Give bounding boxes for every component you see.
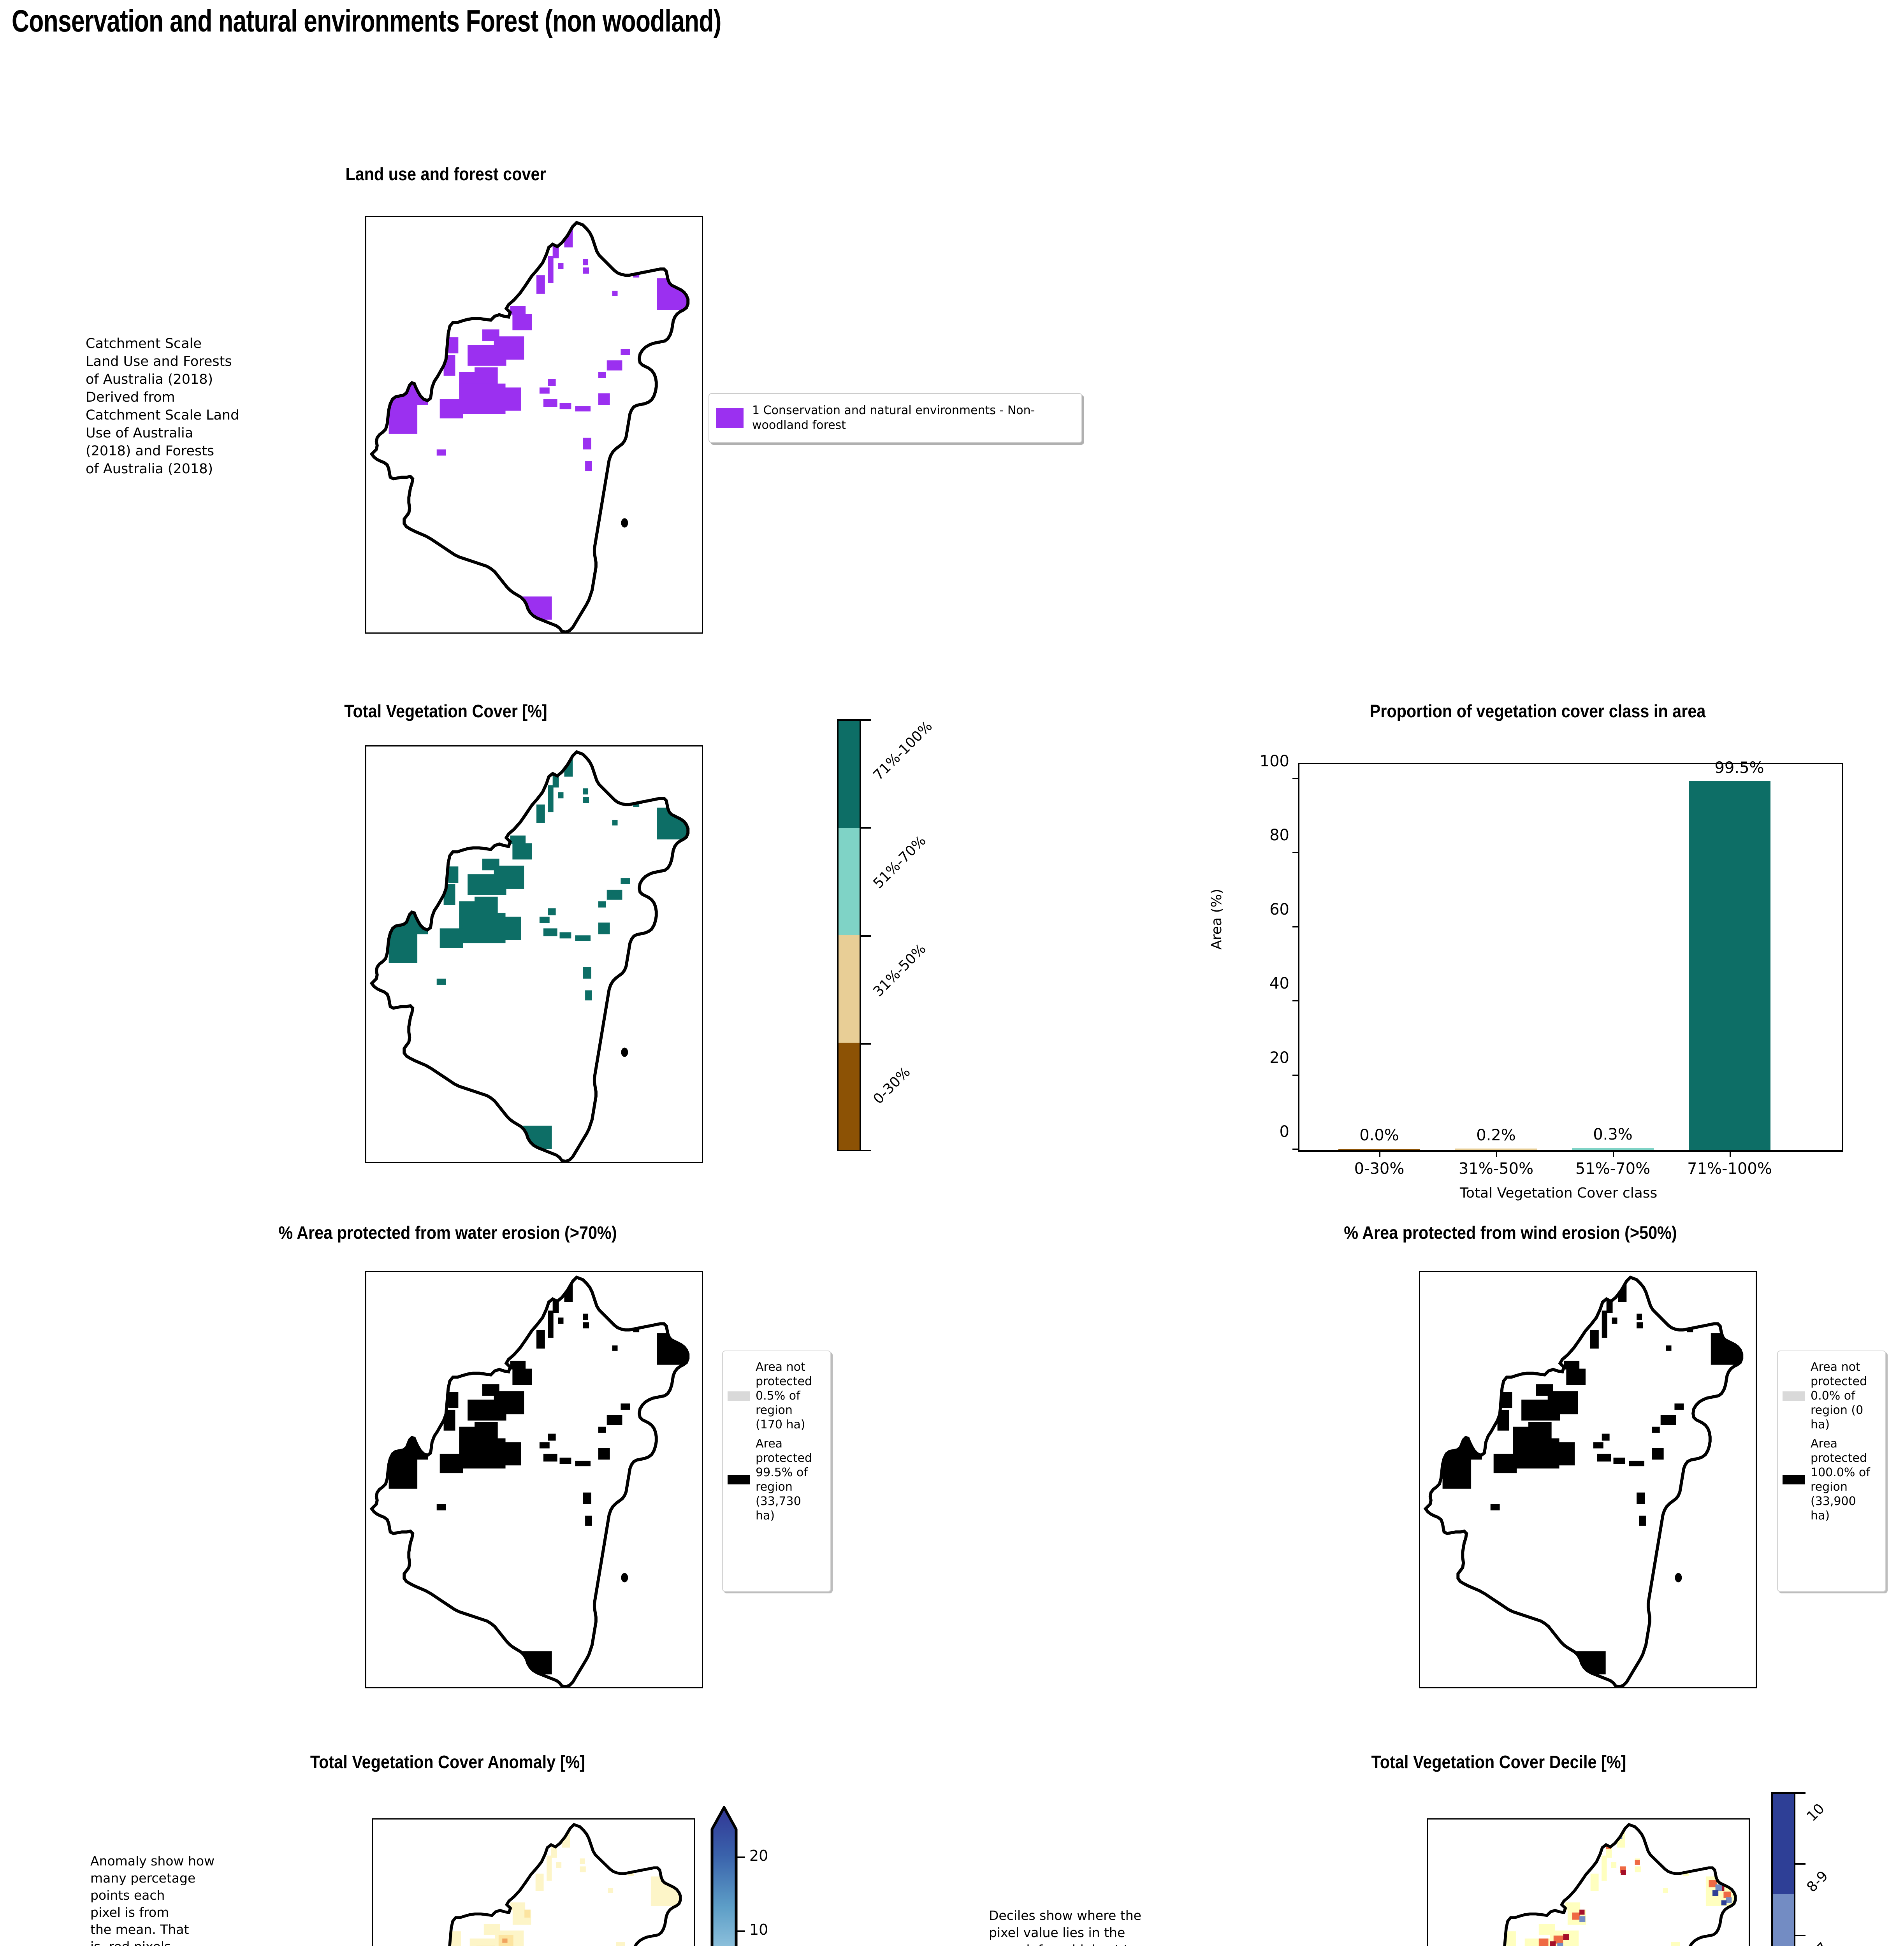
decile-seg-8-9: [1773, 1894, 1794, 1946]
bar-0-30[interactable]: [1338, 1149, 1420, 1150]
wind-erosion-legend-row-not-protected[interactable]: Area not protected 0.0% of region (0 ha): [1783, 1360, 1881, 1432]
protected-swatch: [728, 1475, 750, 1484]
wind-erosion-legend-row-protected[interactable]: Area protected 100.0% of region (33,900 …: [1783, 1437, 1881, 1523]
landuse-caption: Catchment Scale Land Use and Forests of …: [86, 336, 239, 477]
bc-ytick-label-40: 40: [1269, 975, 1289, 992]
water-erosion-legend-row-protected[interactable]: Area protected 99.5% of region (33,730 h…: [728, 1437, 826, 1523]
vegcover-colorbar-strip: [837, 719, 861, 1151]
landuse-panel-title: Land use and forest cover: [345, 164, 546, 184]
decile-cbar-label-10: 10: [1804, 1800, 1828, 1825]
vegcover-cbar-label-31-50: 31%-50%: [870, 941, 929, 1000]
wind-erosion-map[interactable]: [1419, 1271, 1757, 1688]
anomaly-cbar-label-10: 10: [749, 1921, 768, 1938]
bar-51-70[interactable]: [1572, 1148, 1654, 1150]
landuse-legend-swatch: [716, 408, 744, 428]
bar-chart-yaxis-title: Area (%): [1209, 889, 1225, 950]
landuse-pixels: [389, 224, 688, 631]
landuse-legend-label: 1 Conservation and natural environments …: [752, 404, 1035, 432]
vegcover-cbar-label-51-70: 51%-70%: [870, 832, 929, 892]
landuse-map[interactable]: [365, 216, 703, 634]
catchment-boundary: [1503, 1823, 1737, 1946]
not-protected-label: Area not protected 0.5% of region (170 h…: [756, 1360, 812, 1431]
vegcover-cbar-label-71-100: 71%-100%: [870, 718, 936, 783]
proportion-bar-chart[interactable]: 0 20 40 60 80 100 0.0% 0.2% 0.3% 99.5% 0…: [1260, 752, 1843, 1178]
decile-cbar-label-4-7: 4-7: [1804, 1939, 1832, 1946]
bc-ytick-label-0: 0: [1279, 1123, 1289, 1141]
vegcover-seg-0-30: [839, 1042, 860, 1150]
anomaly-pixels: [446, 1826, 680, 1946]
page-title: Conservation and natural environments Fo…: [12, 4, 721, 38]
not-protected-swatch: [1783, 1391, 1805, 1401]
anomaly-colorbar-strip: [710, 1806, 738, 1946]
bc-xtick-label-31-50: 31%-50%: [1458, 1160, 1534, 1178]
proportion-panel-title: Proportion of vegetation cover class in …: [1370, 701, 1706, 721]
protected-label: Area protected 99.5% of region (33,730 h…: [756, 1437, 812, 1523]
bar-71-100[interactable]: [1689, 781, 1770, 1150]
water-erosion-map[interactable]: [365, 1271, 703, 1688]
anomaly-map-svg: [446, 1823, 682, 1946]
decile-colorbar[interactable]: 10 8-9 4-7 2-3 1: [1771, 1792, 1896, 1946]
decile-map[interactable]: [1427, 1818, 1750, 1946]
bc-xtick-label-71-100: 71%-100%: [1687, 1160, 1772, 1178]
bar-value-31-50: 0.2%: [1476, 1126, 1516, 1144]
anomaly-caption: Anomaly show how many percetage points e…: [90, 1853, 215, 1946]
decile-colorbar-strip: [1771, 1792, 1795, 1946]
bc-ytick-label-80: 80: [1269, 826, 1289, 844]
water-erosion-panel-title: % Area protected from water erosion (>70…: [278, 1222, 617, 1243]
bar-value-0-30: 0.0%: [1359, 1126, 1399, 1144]
catchment-boundary: [369, 221, 690, 632]
wind-erosion-panel-title: % Area protected from wind erosion (>50%…: [1344, 1222, 1677, 1243]
bc-xtick-label-51-70: 51%-70%: [1575, 1160, 1651, 1178]
vegcover-cbar-label-0-30: 0-30%: [870, 1064, 914, 1107]
not-protected-label: Area not protected 0.0% of region (0 ha): [1811, 1360, 1867, 1431]
not-protected-swatch: [728, 1391, 750, 1401]
anomaly-cbar-label-20: 20: [749, 1847, 768, 1864]
decile-map-svg: [1501, 1823, 1737, 1946]
vegcover-map-svg: [369, 750, 690, 1162]
wind-erosion-legend[interactable]: Area not protected 0.0% of region (0 ha)…: [1777, 1351, 1886, 1592]
protected-swatch: [1783, 1475, 1805, 1484]
landuse-map-svg: [369, 221, 690, 632]
decile-caption: Deciles show where the pixel value lies …: [989, 1908, 1141, 1946]
catchment-boundary: [1423, 1275, 1744, 1687]
bar-chart-xaxis-title: Total Vegetation Cover class: [1460, 1185, 1658, 1201]
water-erosion-legend[interactable]: Area not protected 0.5% of region (170 h…: [722, 1351, 831, 1592]
water-erosion-legend-row-not-protected[interactable]: Area not protected 0.5% of region (170 h…: [728, 1360, 826, 1432]
anomaly-panel-title: Total Vegetation Cover Anomaly [%]: [310, 1752, 585, 1772]
vegcover-panel-title: Total Vegetation Cover [%]: [344, 701, 547, 721]
water-erosion-pixels: [389, 1279, 688, 1686]
bc-ytick-label-60: 60: [1269, 901, 1289, 919]
water-erosion-map-svg: [369, 1275, 690, 1687]
landuse-legend[interactable]: 1 Conservation and natural environments …: [709, 393, 1082, 443]
vegcover-pixels: [389, 753, 688, 1160]
catchment-boundary: [369, 1275, 690, 1687]
catchment-boundary: [448, 1823, 682, 1946]
decile-panel-title: Total Vegetation Cover Decile [%]: [1371, 1752, 1626, 1772]
vegcover-colorbar[interactable]: 71%-100% 51%-70% 31%-50% 0-30%: [837, 718, 993, 1167]
vegcover-map[interactable]: [365, 745, 703, 1163]
decile-cbar-label-8-9: 8-9: [1804, 1868, 1832, 1895]
anomaly-colorbar[interactable]: 20 10 0 −10 −20: [710, 1806, 812, 1946]
protected-label: Area protected 100.0% of region (33,900 …: [1811, 1437, 1870, 1523]
bc-ytick-label-20: 20: [1269, 1049, 1289, 1067]
bc-xtick-label-0-30: 0-30%: [1354, 1160, 1405, 1178]
catchment-boundary: [369, 750, 690, 1162]
wind-erosion-map-svg: [1423, 1275, 1744, 1687]
vegcover-seg-51-70: [839, 828, 860, 935]
bar-31-50[interactable]: [1455, 1149, 1537, 1150]
bar-value-71-100: 99.5%: [1714, 759, 1764, 777]
bc-ytick-label-100: 100: [1259, 752, 1289, 770]
decile-seg-10: [1773, 1794, 1794, 1894]
vegcover-seg-31-50: [839, 935, 860, 1043]
decile-pixels: [1501, 1826, 1735, 1946]
vegcover-seg-71-100: [839, 721, 860, 828]
wind-erosion-pixels: [1442, 1279, 1742, 1686]
anomaly-map[interactable]: [372, 1818, 695, 1946]
bar-value-51-70: 0.3%: [1593, 1126, 1633, 1143]
